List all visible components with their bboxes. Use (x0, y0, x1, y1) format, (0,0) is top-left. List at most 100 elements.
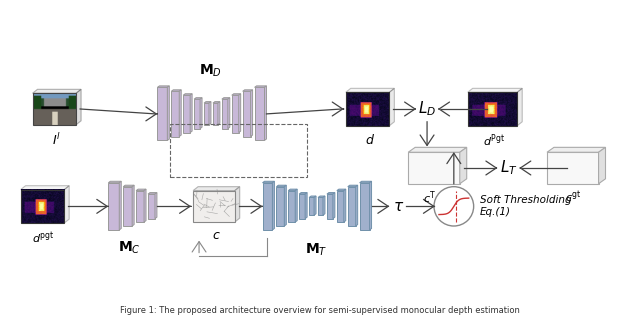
Polygon shape (124, 185, 134, 187)
Polygon shape (243, 90, 253, 91)
Text: Figure 1: The proposed architecture overview for semi-supervised monocular depth: Figure 1: The proposed architecture over… (120, 306, 520, 315)
Polygon shape (348, 187, 356, 226)
Polygon shape (20, 186, 69, 190)
Polygon shape (360, 181, 372, 183)
Polygon shape (547, 147, 605, 152)
Polygon shape (360, 183, 369, 230)
Polygon shape (333, 193, 335, 219)
Polygon shape (346, 88, 394, 92)
Polygon shape (251, 90, 253, 137)
Polygon shape (255, 87, 264, 140)
Polygon shape (108, 183, 119, 230)
Polygon shape (318, 198, 323, 215)
Text: $\mathbf{M}_T$: $\mathbf{M}_T$ (305, 242, 327, 258)
Polygon shape (33, 89, 81, 93)
Polygon shape (273, 181, 275, 230)
Polygon shape (213, 102, 220, 103)
Polygon shape (262, 181, 275, 183)
Polygon shape (598, 147, 605, 184)
Polygon shape (305, 193, 307, 219)
Polygon shape (148, 194, 155, 219)
Polygon shape (213, 103, 218, 125)
Polygon shape (144, 189, 146, 222)
Polygon shape (299, 194, 305, 219)
Polygon shape (299, 193, 307, 194)
Text: $d^{\mathrm{pgt}}$: $d^{\mathrm{pgt}}$ (32, 230, 55, 246)
Polygon shape (337, 191, 344, 222)
Text: $L_T$: $L_T$ (499, 159, 517, 177)
Polygon shape (235, 187, 240, 222)
Polygon shape (288, 191, 295, 222)
Polygon shape (276, 187, 284, 226)
Polygon shape (408, 147, 467, 152)
Text: $c^{\mathrm{T}}$: $c^{\mathrm{T}}$ (424, 190, 436, 206)
Polygon shape (193, 187, 240, 191)
Polygon shape (318, 196, 325, 198)
Polygon shape (200, 98, 202, 129)
Polygon shape (204, 103, 209, 125)
Polygon shape (194, 99, 200, 129)
Polygon shape (119, 181, 121, 230)
Polygon shape (179, 90, 181, 137)
Polygon shape (228, 98, 230, 129)
Polygon shape (309, 196, 316, 198)
Polygon shape (337, 189, 346, 191)
Polygon shape (348, 185, 358, 187)
Text: Eq.(1): Eq.(1) (479, 207, 511, 217)
Polygon shape (517, 88, 522, 126)
Polygon shape (190, 94, 192, 133)
Polygon shape (356, 185, 358, 226)
Polygon shape (204, 102, 211, 103)
Polygon shape (327, 193, 335, 194)
Polygon shape (172, 91, 179, 137)
Polygon shape (222, 99, 228, 129)
Text: $\mathbf{M}_D$: $\mathbf{M}_D$ (200, 62, 223, 78)
Polygon shape (222, 98, 230, 99)
Text: $\mathbf{M}_C$: $\mathbf{M}_C$ (118, 240, 141, 256)
Polygon shape (157, 87, 167, 140)
Polygon shape (239, 94, 241, 133)
Polygon shape (468, 88, 522, 92)
Text: $I^l$: $I^l$ (52, 132, 61, 147)
Polygon shape (136, 189, 146, 191)
Polygon shape (209, 102, 211, 125)
Polygon shape (183, 94, 192, 95)
Circle shape (434, 187, 474, 226)
Polygon shape (124, 187, 132, 226)
Polygon shape (232, 94, 241, 95)
Polygon shape (255, 86, 266, 87)
Polygon shape (344, 189, 346, 222)
Polygon shape (183, 95, 190, 133)
Polygon shape (148, 193, 157, 194)
Text: $d^{\mathrm{Pgt}}$: $d^{\mathrm{Pgt}}$ (483, 133, 506, 149)
Polygon shape (369, 181, 372, 230)
Polygon shape (323, 196, 325, 215)
Polygon shape (288, 189, 297, 191)
Polygon shape (64, 186, 69, 223)
Polygon shape (232, 95, 239, 133)
Polygon shape (167, 86, 170, 140)
Polygon shape (262, 183, 273, 230)
Polygon shape (460, 147, 467, 184)
Polygon shape (408, 152, 460, 184)
Polygon shape (264, 86, 266, 140)
Polygon shape (309, 198, 314, 215)
Text: Soft Thresholding: Soft Thresholding (479, 195, 572, 205)
Text: $\tau$: $\tau$ (393, 199, 404, 214)
Polygon shape (132, 185, 134, 226)
Polygon shape (193, 191, 235, 222)
Polygon shape (155, 193, 157, 219)
Text: $c^{\mathrm{gt}}$: $c^{\mathrm{gt}}$ (564, 190, 581, 205)
Polygon shape (284, 185, 286, 226)
Polygon shape (295, 189, 297, 222)
Polygon shape (314, 196, 316, 215)
Polygon shape (389, 88, 394, 126)
Polygon shape (172, 90, 181, 91)
Polygon shape (76, 89, 81, 125)
Polygon shape (276, 185, 286, 187)
Text: $d$: $d$ (365, 133, 374, 147)
Polygon shape (327, 194, 333, 219)
Polygon shape (243, 91, 251, 137)
Polygon shape (108, 181, 121, 183)
Polygon shape (547, 152, 598, 184)
